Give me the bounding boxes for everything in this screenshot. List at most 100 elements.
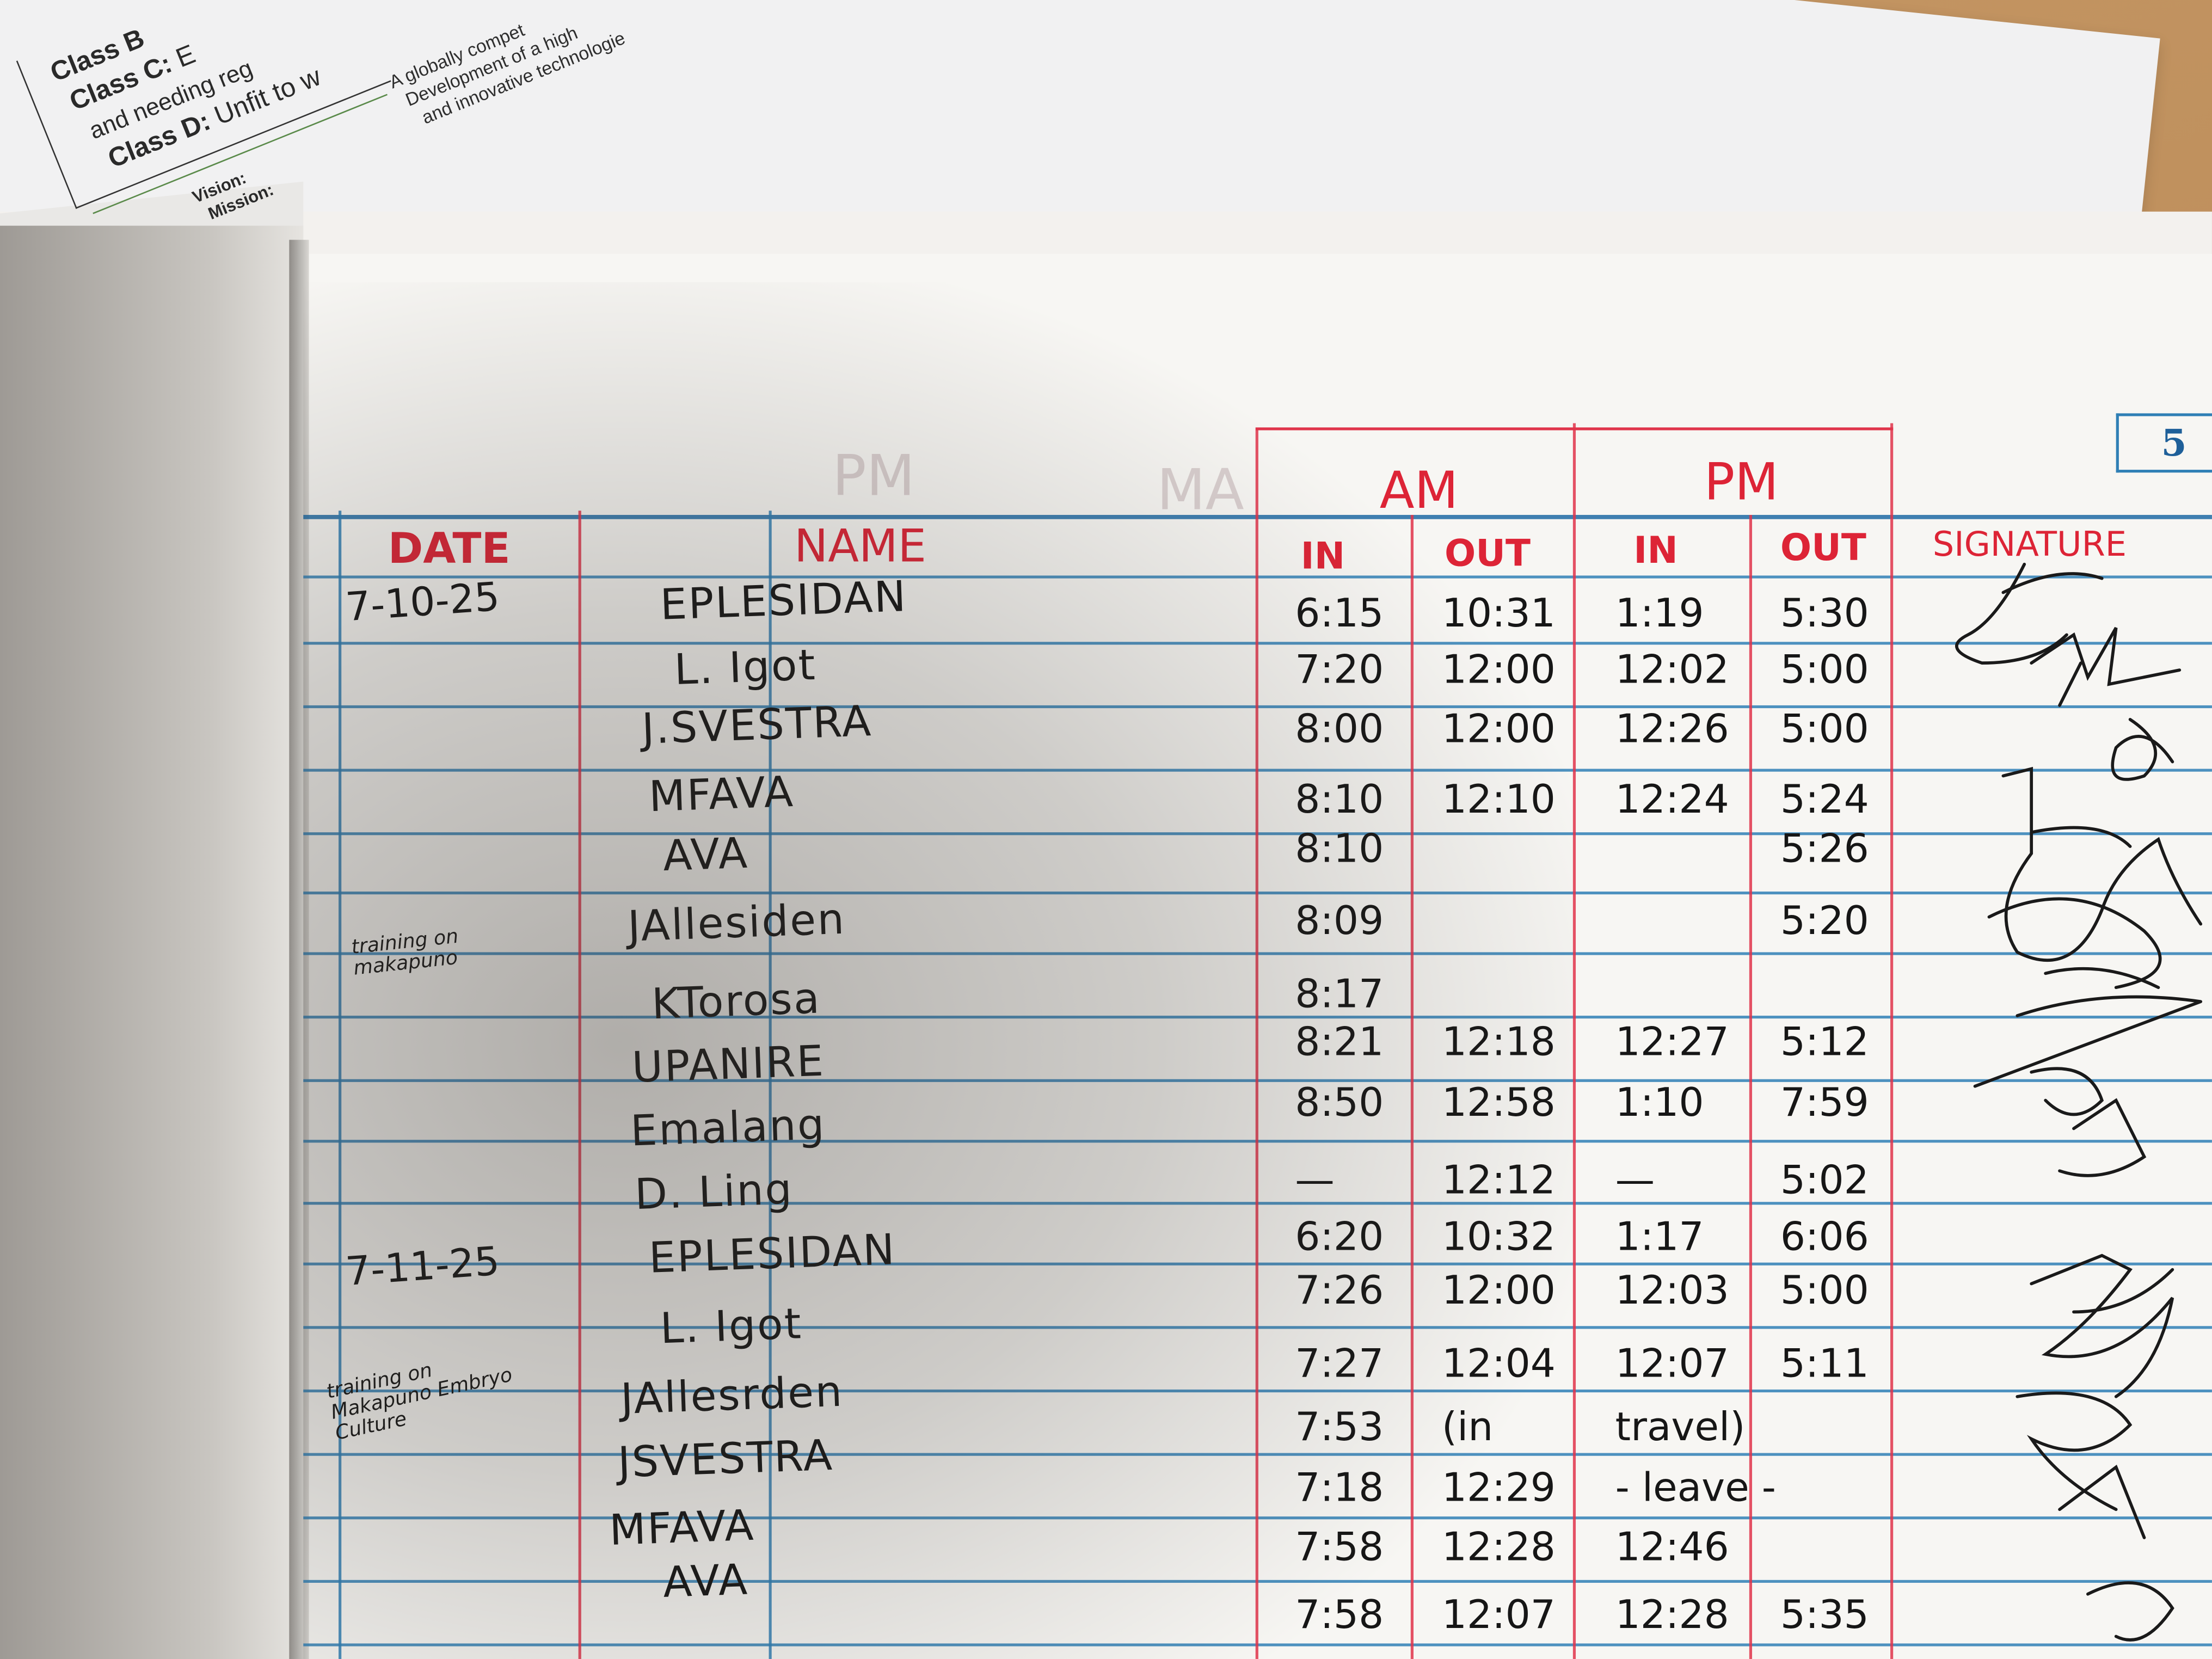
bleed-through-text: MA bbox=[1157, 458, 1244, 524]
header-am-out: OUT bbox=[1445, 533, 1531, 576]
column-line bbox=[339, 511, 342, 1659]
row-name: JAllesrden bbox=[619, 1367, 845, 1425]
column-line bbox=[1255, 430, 1258, 1659]
pm-out-time: 5:30 bbox=[1780, 589, 1869, 636]
left-page bbox=[0, 225, 304, 1659]
signature bbox=[2030, 1254, 2174, 1398]
bleed-through-text: PM bbox=[832, 444, 915, 509]
column-line bbox=[1749, 515, 1753, 1659]
pm-in-time: 12:46 bbox=[1615, 1523, 1729, 1570]
am-out-time: 12:10 bbox=[1441, 776, 1556, 823]
am-in-time: 7:20 bbox=[1295, 646, 1384, 693]
row-name: KTorosa bbox=[650, 974, 822, 1030]
header-name: NAME bbox=[794, 519, 926, 573]
pm-in-time: 1:10 bbox=[1615, 1079, 1704, 1126]
am-out-time: 10:31 bbox=[1441, 589, 1556, 636]
am-in-time: 7:27 bbox=[1295, 1340, 1384, 1387]
row-name: L. Igot bbox=[673, 641, 818, 696]
am-in-time: 8:10 bbox=[1295, 776, 1384, 823]
am-in-time: 6:15 bbox=[1295, 589, 1384, 636]
pm-in-time: 1:19 bbox=[1615, 589, 1704, 636]
pm-in-time: 12:28 bbox=[1615, 1591, 1729, 1638]
am-out-time: 12:00 bbox=[1441, 1267, 1556, 1313]
pm-out-time: 5:11 bbox=[1780, 1340, 1869, 1387]
row-name: AVA bbox=[662, 829, 750, 882]
am-in-time: — bbox=[1295, 1157, 1335, 1203]
am-in-time: 6:20 bbox=[1295, 1213, 1384, 1260]
row-name: Emalang bbox=[629, 1101, 827, 1157]
am-out-time: 12:04 bbox=[1441, 1340, 1556, 1387]
header-pm-out: OUT bbox=[1780, 527, 1866, 570]
signature bbox=[2030, 1067, 2147, 1177]
am-out-time: 10:32 bbox=[1441, 1213, 1556, 1260]
pm-in-time: 12:24 bbox=[1615, 776, 1729, 823]
signature bbox=[1955, 562, 2104, 665]
am-in-time: 8:09 bbox=[1295, 897, 1384, 944]
header-am: AM bbox=[1379, 463, 1459, 521]
column-line bbox=[1890, 423, 1894, 1659]
row-name: D. Ling bbox=[634, 1165, 794, 1220]
pm-in-time: 1:17 bbox=[1615, 1213, 1704, 1260]
header-am-in: IN bbox=[1300, 536, 1345, 579]
am-in-time: 7:18 bbox=[1295, 1464, 1384, 1511]
am-in-time: 8:50 bbox=[1295, 1079, 1384, 1126]
pm-out-time: 5:00 bbox=[1780, 705, 1869, 752]
signature-column bbox=[1955, 562, 2203, 1642]
pm-in-time: 12:26 bbox=[1615, 705, 1729, 752]
am-in-time: 8:17 bbox=[1295, 970, 1384, 1017]
am-out-time: 12:07 bbox=[1441, 1591, 1556, 1638]
am-in-time: 7:58 bbox=[1295, 1591, 1384, 1638]
pm-in-time: 12:07 bbox=[1615, 1340, 1729, 1387]
am-out-time: 12:58 bbox=[1441, 1079, 1556, 1126]
pm-in-time: travel) bbox=[1615, 1403, 1746, 1451]
am-in-time: 7:58 bbox=[1295, 1523, 1384, 1570]
am-out-time: 12:28 bbox=[1441, 1523, 1556, 1570]
header-pm-in: IN bbox=[1633, 530, 1678, 573]
am-out-time: 12:12 bbox=[1441, 1157, 1556, 1203]
pm-in-time: - leave - bbox=[1615, 1464, 1776, 1511]
row-name: UPANIRE bbox=[631, 1037, 826, 1093]
pm-out-time: 5:00 bbox=[1780, 646, 1869, 693]
pm-out-time: 5:24 bbox=[1780, 776, 1869, 823]
am-out-time: 12:00 bbox=[1441, 705, 1556, 752]
header-pm: PM bbox=[1704, 454, 1779, 512]
page-number: 5 bbox=[2116, 413, 2212, 473]
am-out-time: 12:29 bbox=[1441, 1464, 1556, 1511]
signature bbox=[1973, 897, 2203, 1088]
pm-out-time: 5:02 bbox=[1780, 1157, 1869, 1203]
row-name: AVA bbox=[662, 1556, 750, 1608]
row-name: MFAVA bbox=[609, 1501, 756, 1556]
column-line bbox=[769, 511, 772, 1659]
pm-in-time: 12:27 bbox=[1615, 1018, 1729, 1065]
pm-out-time: 5:00 bbox=[1780, 1267, 1869, 1313]
pm-in-time: 12:02 bbox=[1615, 646, 1729, 693]
pm-out-time: 5:26 bbox=[1780, 825, 1869, 872]
am-in-time: 8:00 bbox=[1295, 705, 1384, 752]
am-in-time: 7:26 bbox=[1295, 1267, 1384, 1313]
pm-out-time: 5:35 bbox=[1780, 1591, 1869, 1638]
row-name: JAllesiden bbox=[626, 895, 847, 953]
signature bbox=[2030, 626, 2182, 707]
am-pm-header-border bbox=[1255, 427, 1894, 431]
am-out-time: (in bbox=[1441, 1403, 1494, 1451]
column-line bbox=[578, 511, 581, 1659]
pm-in-time: — bbox=[1615, 1157, 1655, 1203]
column-line bbox=[1410, 515, 1414, 1659]
book-gutter bbox=[289, 239, 309, 1659]
row-name: J.SVESTRA bbox=[641, 697, 874, 755]
signature bbox=[2001, 766, 2203, 962]
am-out-time: 12:18 bbox=[1441, 1018, 1556, 1065]
row-name: JSVESTRA bbox=[617, 1431, 834, 1489]
pm-out-time: 5:20 bbox=[1780, 897, 1869, 944]
header-date: DATE bbox=[388, 525, 511, 574]
am-out-time: 12:00 bbox=[1441, 646, 1556, 693]
row-name: EPLESIDAN bbox=[648, 1226, 897, 1284]
am-in-time: 8:21 bbox=[1295, 1018, 1384, 1065]
am-in-time: 7:53 bbox=[1295, 1403, 1384, 1451]
column-line bbox=[1572, 423, 1576, 1659]
signature bbox=[2111, 717, 2174, 781]
pm-in-time: 12:03 bbox=[1615, 1267, 1729, 1313]
row-name: EPLESIDAN bbox=[659, 573, 908, 631]
pm-out-time: 6:06 bbox=[1780, 1213, 1869, 1260]
